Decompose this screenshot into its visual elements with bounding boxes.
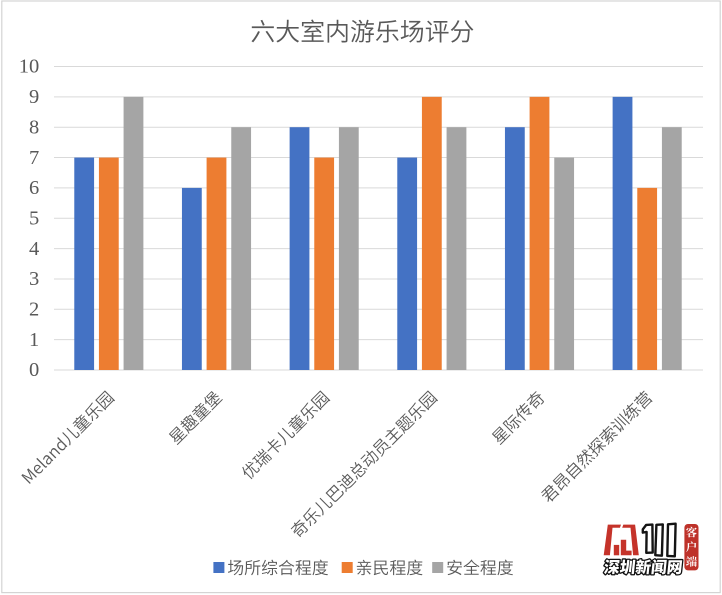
svg-text:6: 6 (29, 177, 39, 199)
svg-text:10: 10 (19, 56, 40, 78)
svg-text:8: 8 (29, 116, 39, 138)
svg-text:5: 5 (29, 207, 39, 229)
svg-text:7: 7 (29, 147, 39, 169)
svg-text:1: 1 (29, 329, 39, 351)
svg-text:3: 3 (29, 268, 39, 290)
svg-text:0: 0 (29, 359, 39, 381)
svg-text:4: 4 (29, 238, 39, 260)
svg-text:9: 9 (29, 86, 39, 108)
svg-text:2: 2 (29, 299, 39, 321)
